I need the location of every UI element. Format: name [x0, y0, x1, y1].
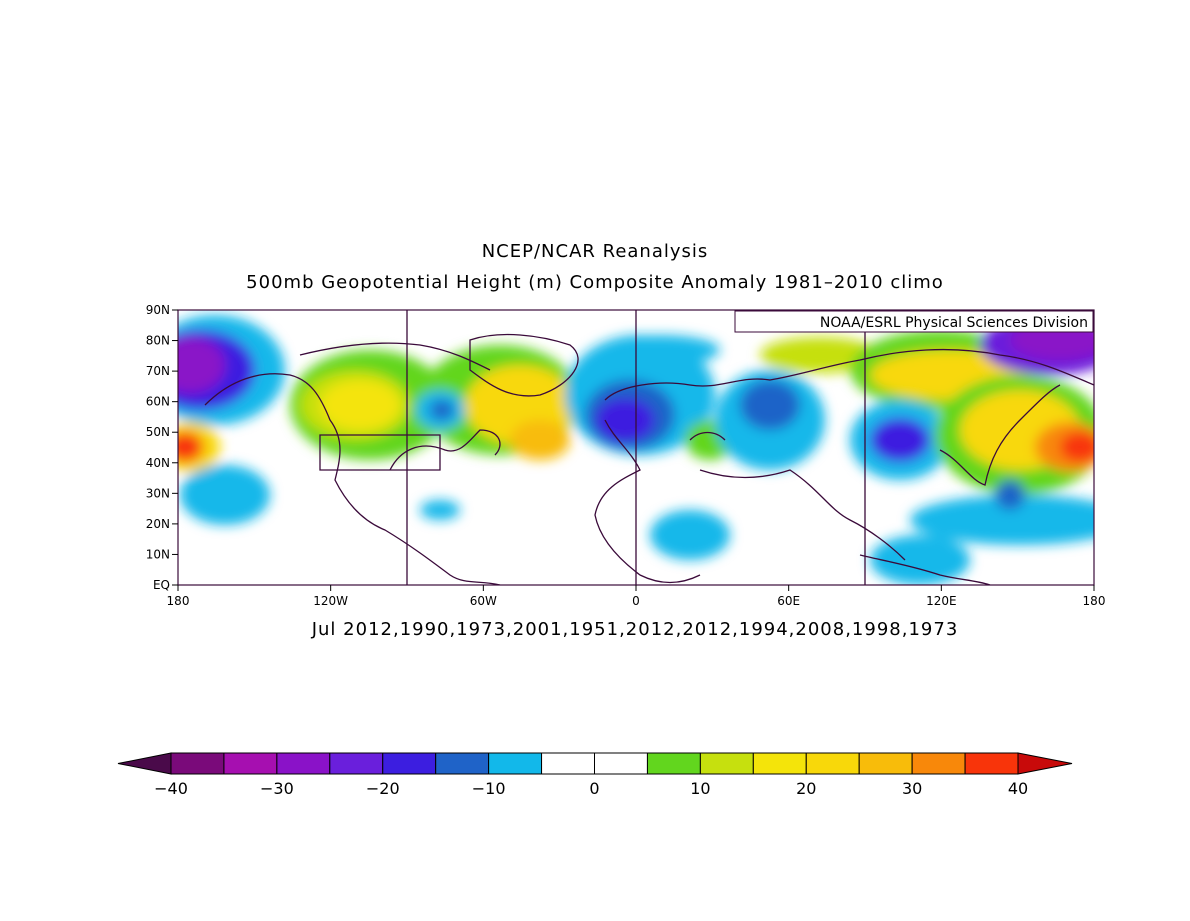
colorbar-label: 30	[902, 779, 922, 798]
lat-label: 70N	[146, 364, 170, 378]
colorbar-label: −30	[260, 779, 294, 798]
colorbar-label: −10	[472, 779, 506, 798]
colorbar-swatch	[805, 752, 860, 775]
colorbar-swatch	[170, 752, 225, 775]
colorbar-swatch	[488, 752, 543, 775]
colorbar-swatch	[541, 752, 595, 775]
colorbar-swatch	[646, 752, 701, 775]
credit-box	[734, 310, 1094, 333]
map-subtitle: 500mb Geopotential Height (m) Composite …	[246, 272, 944, 293]
colorbar-label: 10	[690, 779, 710, 798]
colorbar-labels: −40 −30 −20 −10 0 10 20 30 40	[154, 779, 1028, 798]
colorbar-swatch	[964, 752, 1019, 775]
latitude-axis: 90N 80N 70N 60N 50N 40N 30N 20N 10N EQ	[146, 303, 178, 592]
composite-years-label: Jul 2012,1990,1973,2001,1951,2012,2012,1…	[311, 619, 959, 640]
colorbar-label: −20	[366, 779, 400, 798]
colorbar	[117, 752, 1073, 775]
colorbar-arrow-high	[1017, 752, 1073, 775]
colorbar-swatch	[382, 752, 437, 775]
colorbar-label: 40	[1008, 779, 1028, 798]
lat-label: 50N	[146, 425, 170, 439]
lat-label: 10N	[146, 547, 170, 561]
map-title: NCEP/NCAR Reanalysis	[481, 241, 709, 262]
colorbar-swatch	[858, 752, 913, 775]
colorbar-arrow-low	[117, 752, 172, 775]
colorbar-swatch	[435, 752, 490, 775]
anomaly-field	[178, 310, 1094, 585]
lat-label: 30N	[146, 486, 170, 500]
longitude-axis: 180 120W 60W 0 60E 120E 180	[167, 585, 1106, 608]
colorbar-label: 20	[796, 779, 816, 798]
colorbar-swatch	[911, 752, 966, 775]
lon-label: 180	[1083, 594, 1106, 608]
lon-label: 60E	[777, 594, 800, 608]
lon-label: 0	[632, 594, 640, 608]
colorbar-label: −40	[154, 779, 188, 798]
lon-label: 120E	[926, 594, 957, 608]
colorbar-swatch	[699, 752, 754, 775]
lat-label: 20N	[146, 517, 170, 531]
lon-label: 60W	[470, 594, 497, 608]
coastlines	[204, 333, 1094, 585]
colorbar-swatch	[223, 752, 278, 775]
lat-label: EQ	[153, 578, 170, 592]
colorbar-swatch	[329, 752, 384, 775]
lat-label: 80N	[146, 334, 170, 348]
colorbar-swatch	[276, 752, 331, 775]
lon-label: 120W	[313, 594, 348, 608]
colorbar-label: 0	[589, 779, 599, 798]
lat-label: 60N	[146, 395, 170, 409]
colorbar-swatch	[594, 752, 648, 775]
lat-label: 40N	[146, 456, 170, 470]
credit-label: NOAA/ESRL Physical Sciences Division	[820, 315, 1088, 331]
colorbar-swatch	[752, 752, 807, 775]
lon-label: 180	[167, 594, 190, 608]
lat-label: 90N	[146, 303, 170, 317]
